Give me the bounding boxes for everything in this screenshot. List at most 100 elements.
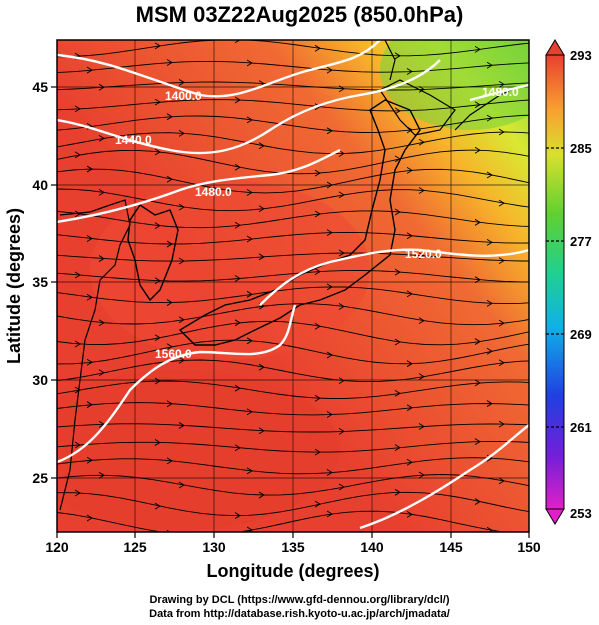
streamline <box>57 402 529 416</box>
streamline-arrow <box>474 218 481 226</box>
streamline-arrow <box>338 377 345 385</box>
coastline-sakhalin <box>384 40 396 81</box>
streamline-arrow <box>394 444 401 452</box>
y-tick-label: 40 <box>32 177 48 193</box>
colorbar-tick-label: 293 <box>570 48 592 63</box>
chart-title: MSM 03Z22Aug2025 (850.0hPa) <box>135 2 464 27</box>
streamline-arrow <box>98 255 105 262</box>
streamline-arrow <box>314 394 321 402</box>
streamline-arrow <box>154 377 161 385</box>
streamline-arrow <box>98 420 105 428</box>
x-tick-label: 130 <box>202 539 226 555</box>
streamline-arrow <box>74 441 81 449</box>
contour-label: 1440.0 <box>115 133 152 147</box>
streamline-arrow <box>98 135 105 142</box>
credit-drawing: Drawing by DCL (https://www.gfd-dennou.o… <box>149 594 450 606</box>
streamline-arrow <box>86 165 93 173</box>
streamline-arrow <box>86 514 93 522</box>
streamline-arrow <box>258 427 265 435</box>
streamline <box>57 286 529 305</box>
streamline-arrow <box>474 146 481 154</box>
streamline-arrow <box>418 138 425 146</box>
streamline-arrow <box>246 235 253 243</box>
streamline <box>57 491 529 517</box>
contour-1520 <box>259 248 529 306</box>
streamline-arrow <box>394 268 401 276</box>
streamline <box>57 114 529 133</box>
streamline-arrow <box>406 290 413 298</box>
streamline <box>57 423 529 433</box>
y-tick-label: 30 <box>32 372 48 388</box>
credit-data: Data from http://database.rish.kyoto-u.a… <box>149 608 450 620</box>
streamline-arrow <box>234 319 241 327</box>
streamline <box>57 303 529 326</box>
contour-1560-se <box>359 424 529 530</box>
streamline-arrow <box>74 340 81 348</box>
streamline-arrow <box>486 61 493 69</box>
streamline-arrow <box>394 390 401 397</box>
y-tick-label: 35 <box>32 274 48 290</box>
streamline-arrow <box>86 358 93 366</box>
streamline-arrow <box>418 187 425 194</box>
streamline-arrow <box>418 252 425 260</box>
streamline-arrow <box>406 404 413 412</box>
streamline-arrow <box>98 319 105 327</box>
streamline-arrow <box>326 351 333 359</box>
coastline-korea <box>127 204 179 302</box>
streamline-arrow <box>314 103 321 111</box>
lat-lon-grid <box>57 40 529 532</box>
x-tick-label: 150 <box>517 539 541 555</box>
streamline-arrow <box>258 363 265 371</box>
streamline-arrow <box>474 338 481 345</box>
y-tick-label: 45 <box>32 79 48 95</box>
streamline-arrow <box>86 401 93 409</box>
streamline-arrow <box>394 52 401 60</box>
streamline-arrow <box>326 510 333 518</box>
streamline-arrow <box>486 171 493 179</box>
streamline-arrow <box>314 448 321 456</box>
streamline-arrow <box>474 276 481 284</box>
streamline-arrow <box>86 235 93 242</box>
contour-label: 1560.0 <box>155 347 192 361</box>
warm-patch <box>57 370 340 530</box>
streamline-arrow <box>74 151 81 159</box>
y-axis-title: Latitude (degrees) <box>4 208 24 364</box>
x-tick-label: 125 <box>123 539 147 555</box>
colorbar-tick-label: 285 <box>570 141 592 156</box>
streamline-arrow <box>418 317 425 324</box>
streamline-arrow <box>178 257 185 265</box>
streamline-arrow <box>406 232 413 240</box>
streamline-arrow <box>498 199 505 207</box>
x-tick-label: 140 <box>360 539 384 555</box>
streamline-arrow <box>234 40 241 44</box>
streamline-arrow <box>234 444 241 452</box>
streamline-arrow <box>326 283 333 291</box>
streamline-arrow <box>314 500 321 508</box>
streamline-arrow <box>474 101 481 109</box>
streamline <box>57 359 529 383</box>
streamline-arrow <box>314 268 321 275</box>
streamline-arrow <box>406 126 413 134</box>
streamline-arrow <box>234 512 241 519</box>
colorbar-body <box>545 54 565 510</box>
streamline <box>57 131 529 155</box>
contour-1480-east <box>469 83 529 102</box>
colorbar: 293 285 277 269 261 253 <box>545 39 592 525</box>
streamline-arrow <box>246 467 253 475</box>
streamline-arrow <box>166 113 173 121</box>
streamline <box>57 320 529 346</box>
contour-1440 <box>57 59 441 155</box>
streamline-arrow <box>498 81 505 88</box>
streamline-arrow <box>234 163 241 171</box>
streamline-arrow <box>166 343 173 351</box>
streamline-arrow <box>178 129 185 137</box>
streamline-arrow <box>178 79 185 86</box>
streamline-arrow <box>326 411 333 418</box>
streamline-arrow <box>326 127 333 135</box>
colorbar-tick-label: 253 <box>570 506 592 521</box>
streamline <box>57 510 507 532</box>
streamlines <box>57 40 529 532</box>
coastline-china <box>59 199 131 511</box>
streamline-arrow <box>234 96 241 104</box>
streamline-arrow <box>406 360 413 368</box>
